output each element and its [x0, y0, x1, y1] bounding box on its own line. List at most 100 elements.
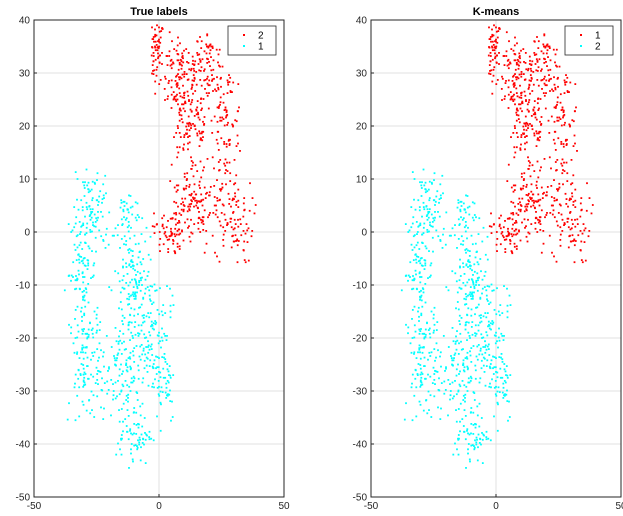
scatter-point: [73, 206, 76, 208]
scatter-point: [121, 314, 124, 317]
scatter-point: [219, 96, 222, 99]
scatter-point: [121, 286, 124, 289]
scatter-point: [463, 273, 466, 275]
scatter-point: [413, 305, 416, 308]
legend-label: 2: [258, 31, 264, 42]
scatter-point: [180, 208, 183, 211]
scatter-point: [82, 222, 85, 225]
scatter-point: [430, 310, 433, 313]
scatter-point: [173, 186, 176, 189]
scatter-point: [93, 351, 96, 354]
scatter-point: [220, 85, 222, 88]
scatter-point: [163, 356, 165, 359]
scatter-point: [434, 370, 436, 372]
scatter-point: [509, 374, 512, 376]
scatter-point: [518, 197, 521, 200]
scatter-point: [530, 223, 533, 225]
scatter-point: [182, 107, 185, 110]
scatter-point: [134, 295, 137, 298]
scatter-point: [503, 368, 506, 371]
scatter-point: [160, 310, 163, 313]
scatter-point: [549, 212, 552, 214]
scatter-point: [140, 324, 143, 327]
scatter-point: [559, 226, 562, 229]
scatter-point: [206, 33, 209, 36]
scatter-point: [523, 122, 526, 125]
scatter-point: [182, 149, 185, 151]
scatter-point: [122, 258, 124, 261]
scatter-point: [182, 208, 185, 211]
scatter-point: [555, 260, 558, 263]
scatter-point: [507, 93, 510, 96]
scatter-point: [456, 339, 459, 342]
scatter-point: [102, 355, 104, 358]
scatter-point: [136, 399, 139, 401]
scatter-point: [552, 48, 555, 51]
scatter-point: [525, 135, 528, 137]
scatter-point: [454, 342, 457, 345]
scatter-point: [125, 362, 128, 365]
scatter-point: [463, 208, 466, 211]
scatter-point: [520, 143, 522, 146]
scatter-point: [123, 340, 125, 343]
scatter-point: [101, 198, 104, 200]
scatter-point: [548, 234, 551, 237]
scatter-point: [148, 294, 151, 297]
scatter-point: [537, 66, 540, 69]
scatter-point: [166, 64, 169, 66]
y-tick-label: -20: [353, 334, 368, 345]
scatter-point: [91, 197, 94, 199]
scatter-point: [169, 389, 171, 392]
scatter-point: [566, 138, 568, 141]
scatter-point: [416, 241, 419, 244]
scatter-point: [455, 409, 457, 411]
scatter-point: [489, 382, 491, 385]
scatter-point: [133, 297, 136, 300]
scatter-point: [404, 223, 407, 225]
scatter-point: [545, 79, 548, 82]
scatter-point: [486, 359, 489, 362]
scatter-point: [474, 313, 476, 316]
scatter-point: [145, 433, 148, 436]
scatter-point: [187, 148, 189, 151]
scatter-point: [232, 197, 234, 200]
scatter-point: [198, 184, 201, 187]
scatter-point: [509, 239, 511, 241]
scatter-point: [468, 278, 470, 281]
scatter-point: [224, 172, 227, 175]
scatter-point: [127, 211, 130, 214]
scatter-point: [521, 197, 524, 200]
scatter-point: [194, 90, 197, 92]
scatter-point: [409, 276, 411, 278]
scatter-point: [196, 201, 198, 204]
scatter-point: [455, 335, 457, 338]
scatter-point: [487, 343, 490, 346]
legend-marker: [580, 34, 582, 36]
scatter-point: [174, 235, 177, 238]
scatter-point: [200, 200, 203, 203]
scatter-point: [147, 340, 149, 343]
scatter-point: [149, 285, 152, 287]
scatter-point: [412, 259, 415, 261]
scatter-point: [183, 143, 185, 146]
scatter-point: [217, 53, 220, 56]
scatter-point: [572, 145, 575, 147]
scatter-point: [119, 330, 121, 332]
scatter-point: [480, 367, 483, 370]
scatter-point: [90, 188, 93, 191]
scatter-point: [515, 92, 518, 94]
scatter-point: [510, 200, 513, 203]
scatter-point: [489, 36, 492, 38]
scatter-point: [74, 318, 76, 320]
scatter-point: [81, 248, 84, 250]
scatter-point: [179, 109, 182, 112]
scatter-point: [435, 356, 437, 359]
scatter-point: [519, 57, 521, 60]
scatter-point: [472, 391, 475, 393]
scatter-point: [199, 79, 202, 81]
scatter-point: [202, 198, 205, 201]
scatter-point: [144, 337, 146, 339]
scatter-point: [439, 183, 442, 186]
scatter-point: [115, 340, 118, 343]
scatter-point: [190, 156, 192, 159]
